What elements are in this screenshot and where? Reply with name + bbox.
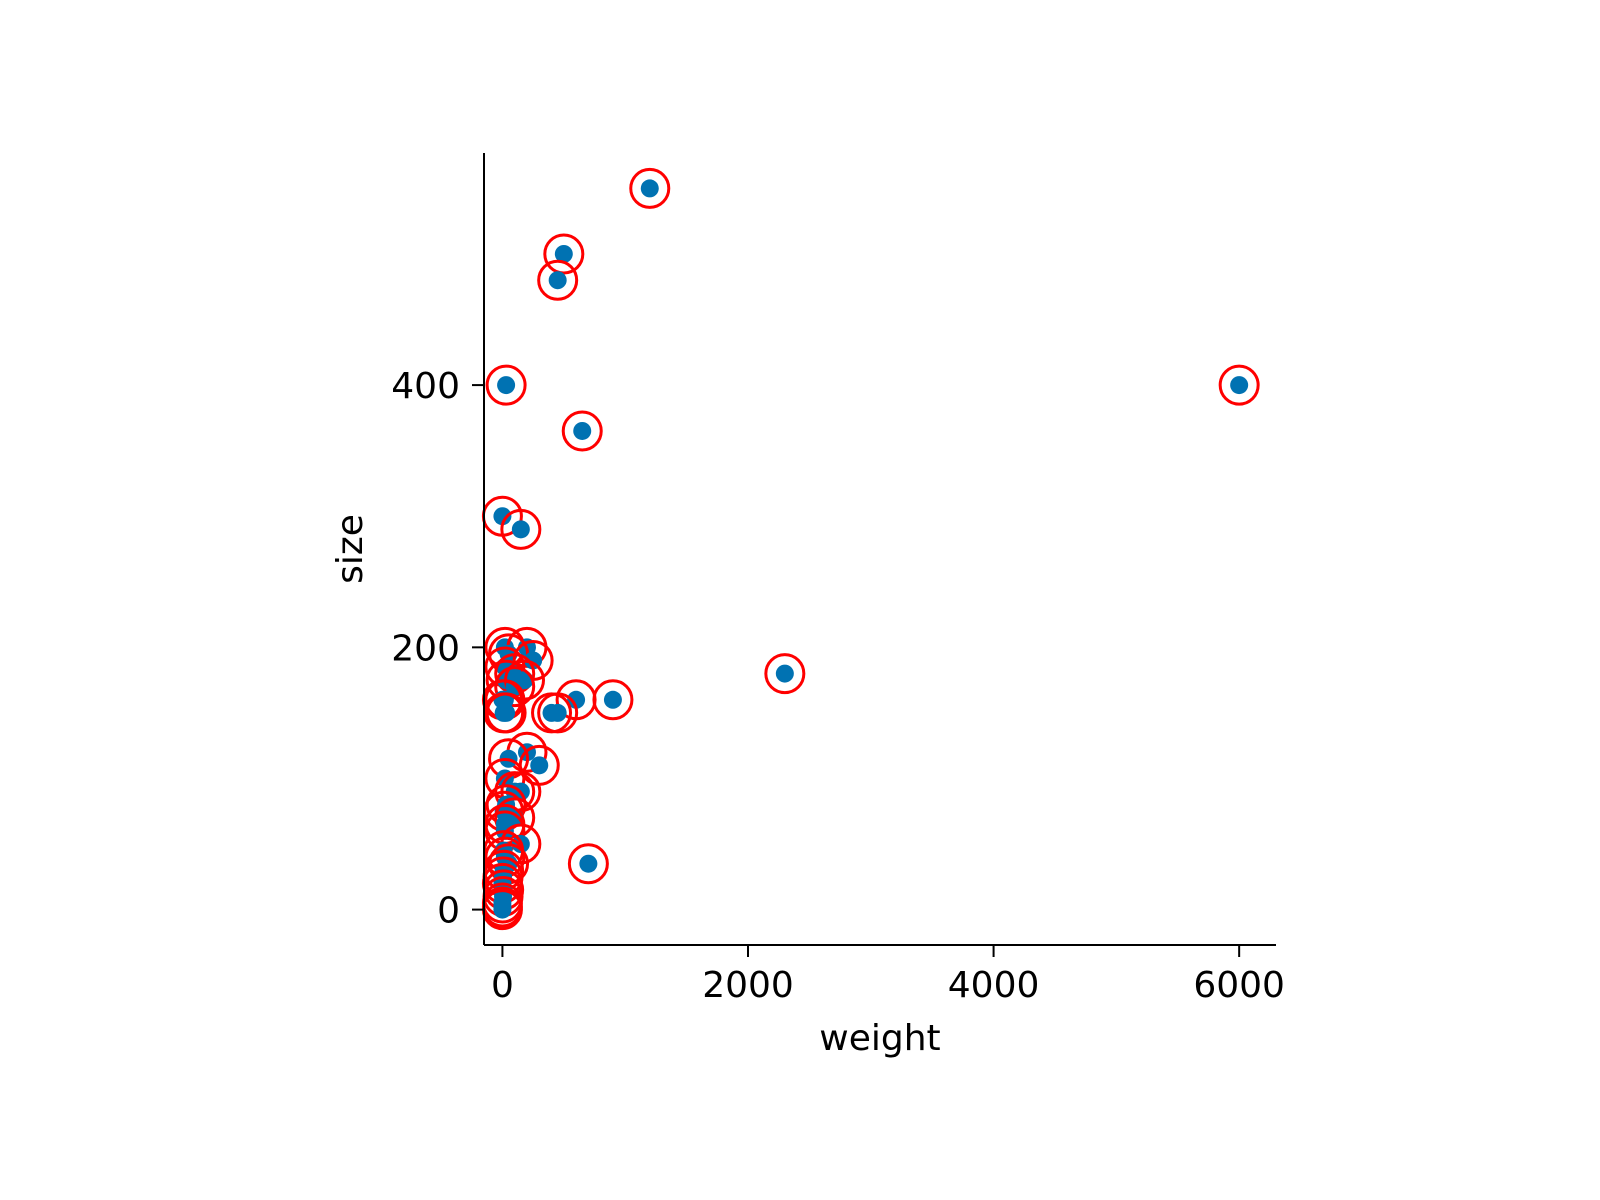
data-point	[775, 664, 794, 683]
data-point	[548, 271, 567, 290]
x-tick-label: 0	[491, 965, 514, 1006]
points-layer	[481, 167, 1260, 931]
y-tick-label: 400	[391, 366, 460, 407]
highlight-ring	[561, 410, 603, 452]
highlight-ring	[543, 233, 585, 275]
highlight-ring	[537, 692, 579, 734]
highlight-ring	[485, 364, 527, 406]
highlight-ring	[1218, 364, 1260, 406]
data-point	[497, 376, 516, 395]
highlight-ring	[764, 653, 806, 695]
data-point	[1230, 376, 1249, 395]
data-point	[493, 900, 512, 919]
y-tick-label: 0	[437, 891, 460, 932]
x-tick-label: 4000	[948, 965, 1040, 1006]
data-point	[554, 244, 573, 263]
highlight-ring	[592, 679, 634, 721]
ticks-layer: 0 2000 4000 6000 0 200 400	[391, 366, 1285, 1006]
data-point	[530, 756, 549, 775]
data-point	[493, 507, 512, 526]
highlight-ring	[567, 843, 609, 885]
x-tick-label: 2000	[702, 965, 794, 1006]
data-point	[494, 703, 513, 722]
axes-layer	[483, 153, 1276, 946]
data-point	[579, 854, 598, 873]
y-axis-title: size	[330, 514, 371, 584]
x-axis-title: weight	[819, 1018, 940, 1059]
data-point	[548, 703, 567, 722]
data-point	[567, 690, 586, 709]
highlight-ring	[500, 508, 542, 550]
data-point	[640, 179, 659, 198]
y-tick-label: 200	[391, 628, 460, 669]
highlight-ring	[629, 167, 671, 209]
x-tick-label: 6000	[1193, 965, 1285, 1006]
highlight-ring	[537, 259, 579, 301]
data-point	[511, 520, 530, 539]
highlight-ring	[494, 666, 536, 708]
data-point	[603, 690, 622, 709]
data-point	[573, 421, 592, 440]
